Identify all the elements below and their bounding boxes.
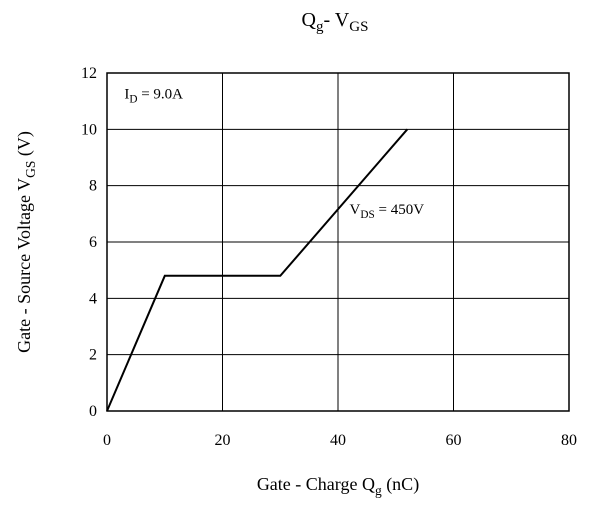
x-tick-label: 80 bbox=[561, 432, 577, 449]
y-tick-labels: 0 2 4 6 8 10 12 bbox=[81, 65, 97, 420]
annotation-0: ID = 9.0A bbox=[124, 86, 183, 105]
series-line-vgs bbox=[106, 128, 409, 412]
plot-frame bbox=[106, 72, 570, 412]
y-tick-label: 2 bbox=[89, 347, 97, 364]
x-tick-label: 40 bbox=[330, 432, 346, 449]
y-tick-label: 4 bbox=[89, 290, 97, 307]
x-tick-label: 60 bbox=[446, 432, 462, 449]
grid bbox=[106, 72, 570, 412]
y-tick-label: 10 bbox=[81, 121, 97, 138]
y-tick-label: 8 bbox=[89, 178, 97, 195]
annotation-1: VDS = 450V bbox=[350, 202, 425, 221]
y-tick-label: 12 bbox=[81, 65, 97, 82]
x-axis-label: Gate - Charge Qg (nC) bbox=[257, 474, 419, 498]
y-tick-label: 0 bbox=[89, 403, 97, 420]
x-tick-label: 0 bbox=[103, 432, 111, 449]
chart-title: Qg- VGS bbox=[302, 9, 369, 35]
y-axis-label: Gate - Source Voltage VGS (V) bbox=[14, 131, 38, 353]
x-tick-label: 20 bbox=[215, 432, 231, 449]
annotations: ID = 9.0A VDS = 450V bbox=[124, 86, 424, 220]
y-tick-label: 6 bbox=[89, 234, 97, 251]
x-tick-labels: 0 20 40 60 80 bbox=[103, 432, 577, 449]
